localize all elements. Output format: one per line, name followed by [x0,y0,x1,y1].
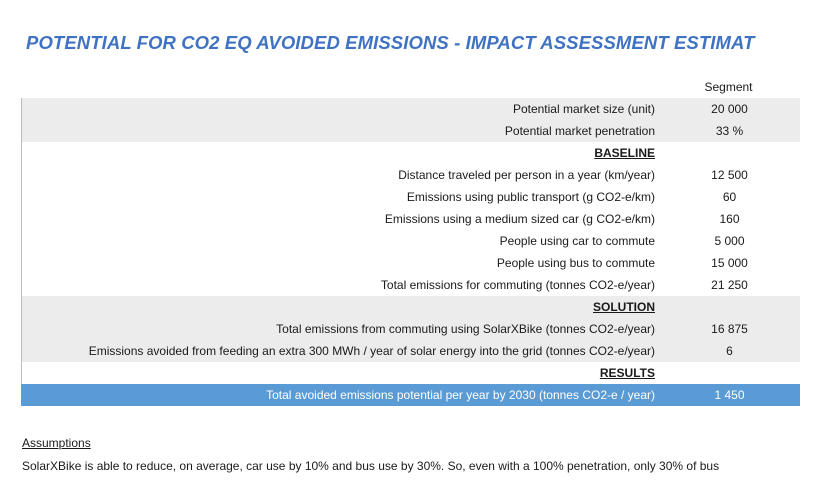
assumptions-heading: Assumptions [22,436,91,450]
row-label: Emissions using public transport (g CO2-… [406,190,655,204]
result-value: 1 450 [714,388,745,402]
section-heading-baseline: BASELINE [594,146,655,160]
section-heading-solution: SOLUTION [593,300,655,314]
row-label: Distance traveled per person in a year (… [398,168,655,182]
column-header-segment: Segment [704,80,753,94]
page-title: POTENTIAL FOR CO2 EQ AVOIDED EMISSIONS -… [26,32,755,53]
table-row: Total emissions for commuting (tonnes CO… [21,274,800,296]
row-label: Emissions using a medium sized car (g CO… [384,212,655,226]
table-row: Distance traveled per person in a year (… [21,164,800,186]
section-heading-results: RESULTS [599,366,655,380]
row-value: 160 [719,212,740,226]
table-row: People using car to commute 5 000 [21,230,800,252]
row-value: 6 [726,344,733,358]
row-label: Total emissions for commuting (tonnes CO… [380,278,655,292]
impact-table: Potential market size (unit) 20 000 Pote… [21,98,800,406]
section-row-results: RESULTS [21,362,800,384]
row-value: 60 [722,190,737,204]
row-label: Potential market size (unit) [512,102,655,116]
table-row: Emissions avoided from feeding an extra … [21,340,800,362]
row-value: 15 000 [711,256,748,270]
row-label: People using car to commute [499,234,655,248]
table-row: Emissions using a medium sized car (g CO… [21,208,800,230]
table-row: Potential market penetration 33 % [21,120,800,142]
row-label: People using bus to commute [496,256,655,270]
table-row: Potential market size (unit) 20 000 [21,98,800,120]
row-value: 5 000 [714,234,745,248]
row-label: Total emissions from commuting using Sol… [276,322,655,336]
table-row: Total emissions from commuting using Sol… [21,318,800,340]
row-label: Potential market penetration [504,124,655,138]
section-row-baseline: BASELINE [21,142,800,164]
table-row: People using bus to commute 15 000 [21,252,800,274]
assumptions-text: SolarXBike is able to reduce, on average… [22,459,720,473]
table-row: Emissions using public transport (g CO2-… [21,186,800,208]
result-label: Total avoided emissions potential per ye… [266,388,655,402]
result-row: Total avoided emissions potential per ye… [21,384,800,406]
row-value: 12 500 [711,168,748,182]
section-row-solution: SOLUTION [21,296,800,318]
row-value: 33 % [715,124,744,138]
row-label: Emissions avoided from feeding an extra … [88,344,655,358]
row-value: 21 250 [711,278,748,292]
row-value: 16 875 [711,322,748,336]
row-value: 20 000 [711,102,748,116]
